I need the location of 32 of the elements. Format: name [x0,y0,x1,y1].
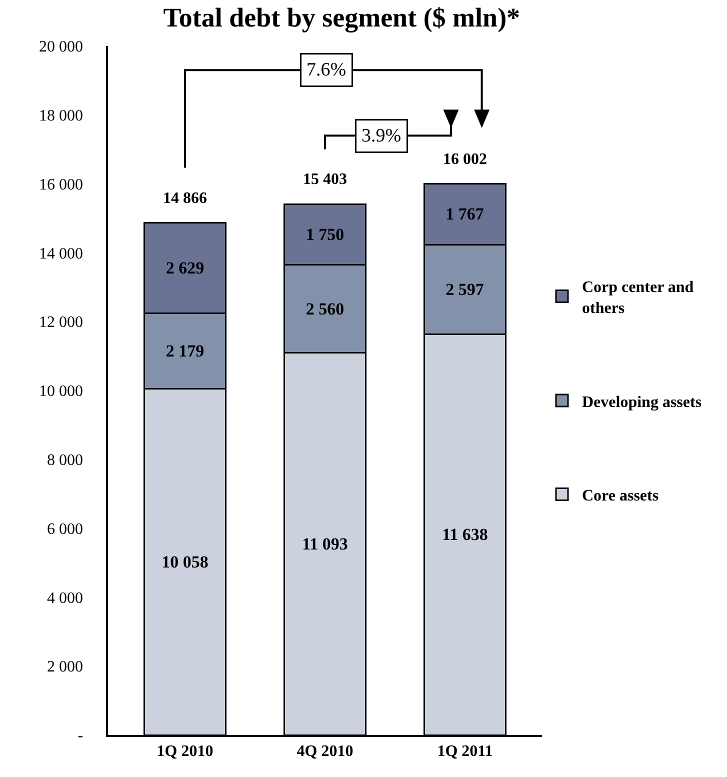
y-tick-label: 6 000 [47,520,84,538]
y-tick-label: 2 000 [47,658,84,676]
data-label: 2 179 [166,341,204,360]
y-tick-label: 20 000 [39,38,84,56]
chart-title: Total debt by segment ($ mln)* [163,2,520,33]
y-tick-label: 8 000 [47,452,84,469]
data-label: 1 767 [446,204,484,224]
data-label: 2 597 [446,280,484,299]
annotation: 3.9% [362,126,402,146]
x-tick-label: 1Q 2010 [156,742,214,760]
legend-label: Core assets [582,488,659,505]
y-tick-label: 4 000 [47,590,84,607]
total-label: 16 002 [443,151,487,168]
legend-label: Developing assets [582,394,702,411]
total-label: 14 866 [163,190,207,207]
data-label: 10 058 [162,552,208,572]
total-label: 15 403 [303,171,347,188]
data-label: 2 629 [166,258,204,278]
y-tick-label: 18 000 [39,108,84,124]
annotation: 7.6% [306,60,346,80]
y-tick-label: - [78,728,84,745]
y-tick-label: 14 000 [39,245,84,262]
x-tick-label: 4Q 2010 [296,742,354,760]
data-label: 2 560 [306,299,344,318]
y-tick-label: 16 000 [39,176,84,194]
y-tick-label: 10 000 [39,383,84,400]
x-tick-label: 1Q 2011 [437,742,493,760]
legend-label: Corp center and others [582,279,694,317]
data-label: 11 638 [442,525,488,544]
data-label: 11 093 [302,534,348,554]
data-label: 1 750 [306,225,344,244]
y-tick-label: 12 000 [39,314,84,332]
